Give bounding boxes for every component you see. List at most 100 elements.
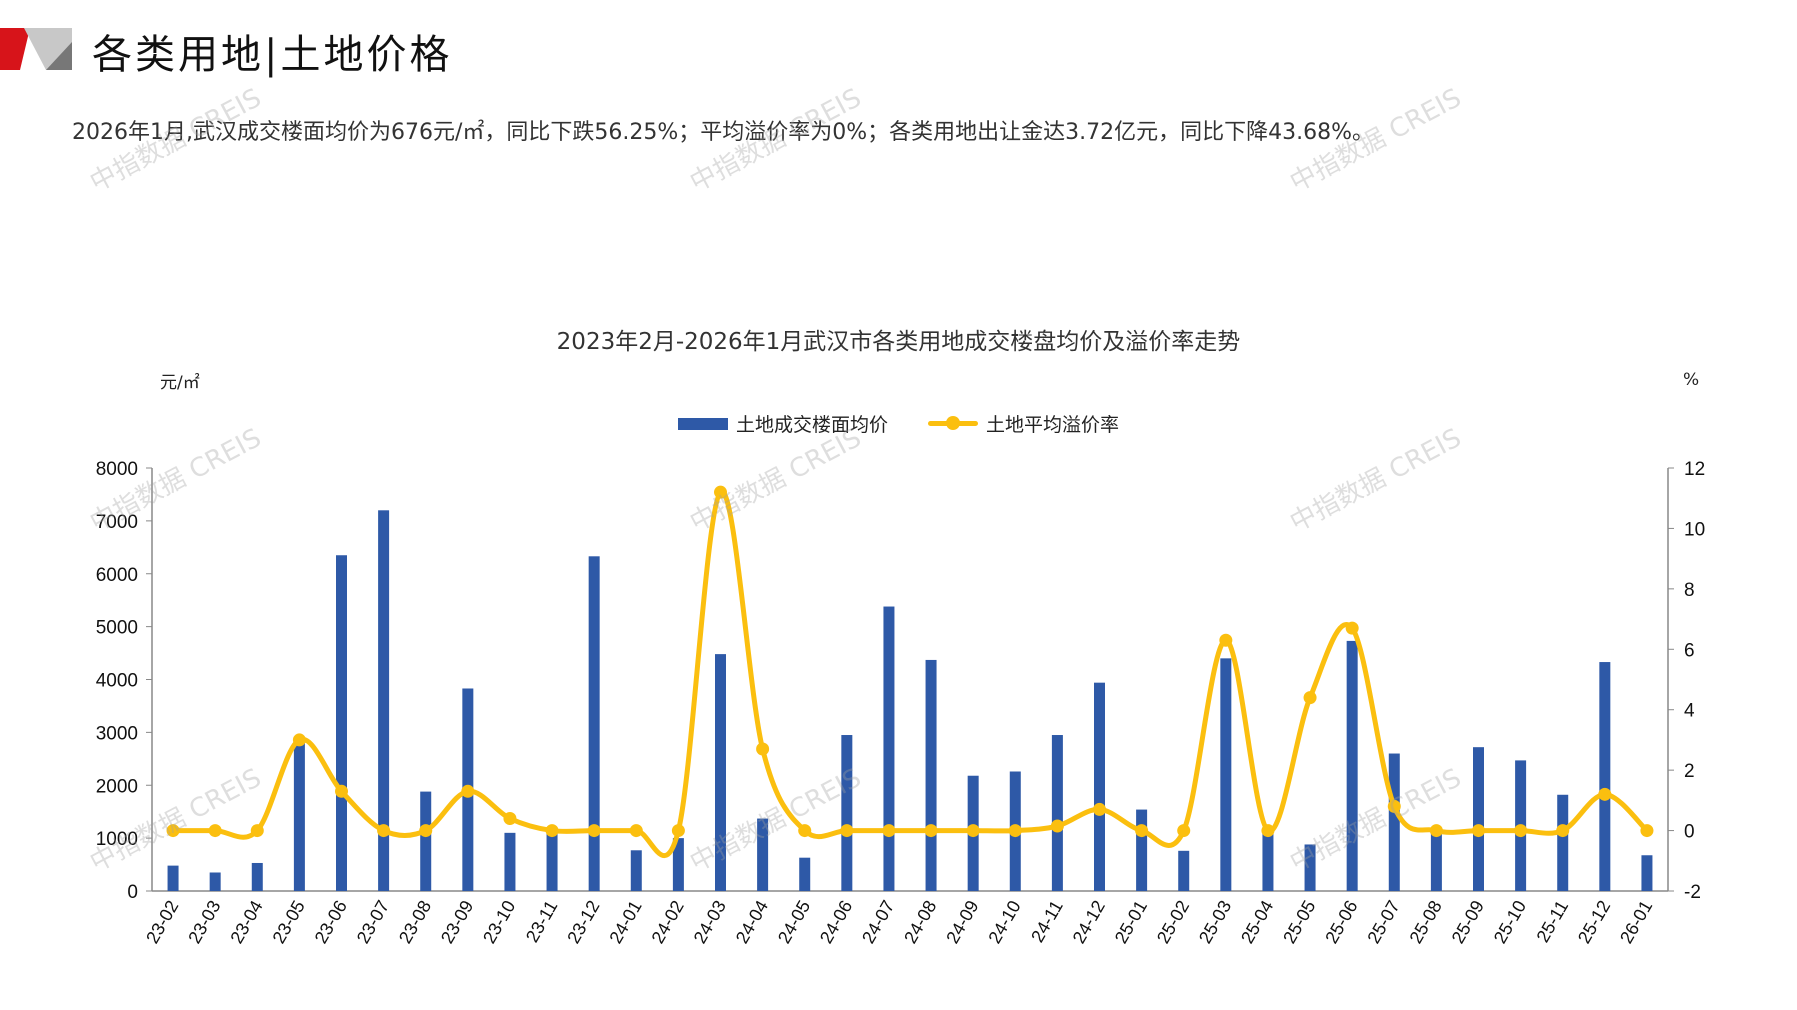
left-tick-label: 0 (127, 882, 138, 903)
premium-point-24-05 (798, 824, 812, 838)
legend-line-swatch (928, 416, 978, 430)
left-tick-label: 6000 (96, 565, 138, 586)
premium-point-24-12 (1093, 802, 1106, 816)
premium-point-24-09 (966, 824, 980, 838)
summary-text: 2026年1月,武汉成交楼面均价为676元/㎡，同比下跌56.25%；平均溢价率… (72, 120, 1375, 145)
premium-point-23-08 (419, 824, 433, 838)
x-tick-label: 23-10 (479, 897, 519, 947)
bar-24-01 (630, 850, 642, 891)
x-tick-label: 25-07 (1363, 897, 1403, 947)
legend-item-price: 土地成交楼面均价 (677, 410, 888, 437)
bar-24-02 (672, 838, 684, 891)
legend-label-premium: 土地平均溢价率 (986, 414, 1120, 436)
x-tick-label: 24-03 (690, 897, 730, 947)
premium-point-23-02 (166, 824, 180, 838)
legend-label-price: 土地成交楼面均价 (735, 414, 888, 436)
bar-24-06 (841, 735, 853, 891)
premium-point-23-06 (335, 784, 348, 798)
premium-point-25-06 (1345, 621, 1359, 635)
x-tick-label: 23-08 (395, 897, 435, 947)
premium-point-23-12 (587, 824, 601, 838)
bar-24-12 (1094, 682, 1105, 891)
premium-point-23-03 (208, 824, 222, 838)
right-tick-label: 0 (1684, 822, 1695, 843)
bar-25-03 (1220, 658, 1232, 891)
x-tick-label: 25-03 (1195, 897, 1235, 947)
premium-point-24-04 (756, 742, 770, 756)
right-tick-label: 12 (1684, 459, 1705, 480)
right-tick-label: -2 (1684, 882, 1701, 903)
premium-point-23-10 (503, 811, 517, 825)
x-tick-label: 25-08 (1406, 897, 1446, 947)
x-tick-label: 24-05 (774, 897, 814, 947)
premium-point-25-08 (1429, 824, 1443, 838)
bar-23-08 (420, 791, 432, 891)
premium-point-24-02 (671, 824, 685, 838)
right-tick-label: 8 (1684, 580, 1695, 601)
bar-26-01 (1641, 855, 1653, 891)
premium-rate-line (173, 489, 1649, 859)
x-tick-label: 23-12 (563, 897, 603, 947)
x-tick-label: 23-04 (226, 897, 266, 947)
x-tick-label: 23-09 (437, 897, 477, 947)
left-tick-label: 4000 (96, 671, 138, 692)
right-tick-label: 6 (1684, 640, 1695, 661)
premium-point-24-10 (1008, 824, 1022, 838)
bar-24-04 (757, 818, 769, 891)
bar-23-06 (336, 555, 347, 891)
x-tick-label: 23-11 (522, 897, 562, 946)
x-tick-label: 26-01 (1616, 897, 1656, 947)
bar-23-10 (504, 832, 516, 891)
premium-point-24-11 (1050, 819, 1064, 833)
premium-point-23-09 (461, 784, 475, 798)
right-tick-label: 2 (1684, 761, 1695, 782)
bar-24-05 (799, 857, 811, 891)
premium-point-23-04 (250, 824, 264, 838)
x-tick-label: 24-01 (605, 897, 645, 947)
bar-25-01 (1136, 809, 1148, 891)
premium-point-25-02 (1177, 824, 1191, 838)
x-tick-label: 25-10 (1490, 897, 1530, 947)
x-tick-label: 23-07 (353, 897, 393, 947)
premium-point-25-05 (1303, 691, 1317, 705)
x-tick-label: 24-09 (942, 897, 982, 947)
x-tick-label: 24-06 (816, 897, 856, 947)
left-tick-label: 1000 (96, 829, 138, 850)
premium-point-23-07 (377, 824, 391, 838)
page-title: 各类用地|土地价格 (92, 32, 453, 78)
x-tick-label: 25-06 (1321, 897, 1361, 947)
bar-23-04 (251, 862, 263, 891)
x-tick-label: 25-12 (1574, 897, 1614, 947)
premium-point-25-03 (1219, 633, 1233, 647)
bar-25-07 (1388, 753, 1400, 891)
x-tick-label: 23-05 (269, 897, 309, 947)
bar-24-03 (715, 654, 726, 891)
bar-24-11 (1051, 735, 1063, 891)
bar-23-11 (546, 832, 558, 891)
bar-25-09 (1473, 747, 1484, 891)
x-tick-label: 24-11 (1027, 897, 1067, 946)
premium-point-24-08 (924, 824, 938, 838)
bar-23-05 (293, 742, 305, 891)
x-tick-label: 25-09 (1448, 897, 1488, 947)
bar-23-07 (378, 510, 390, 891)
right-tick-label: 4 (1684, 701, 1695, 722)
premium-point-24-06 (840, 824, 854, 838)
right-tick-label: 10 (1684, 519, 1705, 540)
premium-point-25-09 (1472, 824, 1485, 838)
left-tick-label: 7000 (96, 512, 138, 533)
left-tick-label: 5000 (96, 618, 138, 639)
premium-point-25-12 (1598, 787, 1612, 801)
left-tick-label: 2000 (96, 776, 138, 797)
left-tick-label: 3000 (96, 723, 138, 744)
premium-point-25-04 (1261, 824, 1275, 838)
bar-25-11 (1557, 794, 1569, 891)
x-tick-label: 23-06 (311, 897, 351, 947)
premium-point-25-10 (1514, 824, 1528, 838)
x-tick-label: 25-04 (1237, 897, 1277, 947)
legend-item-premium: 土地平均溢价率 (928, 410, 1119, 437)
left-tick-label: 8000 (96, 459, 138, 480)
premium-point-24-03 (714, 485, 727, 499)
bar-25-12 (1599, 662, 1611, 891)
